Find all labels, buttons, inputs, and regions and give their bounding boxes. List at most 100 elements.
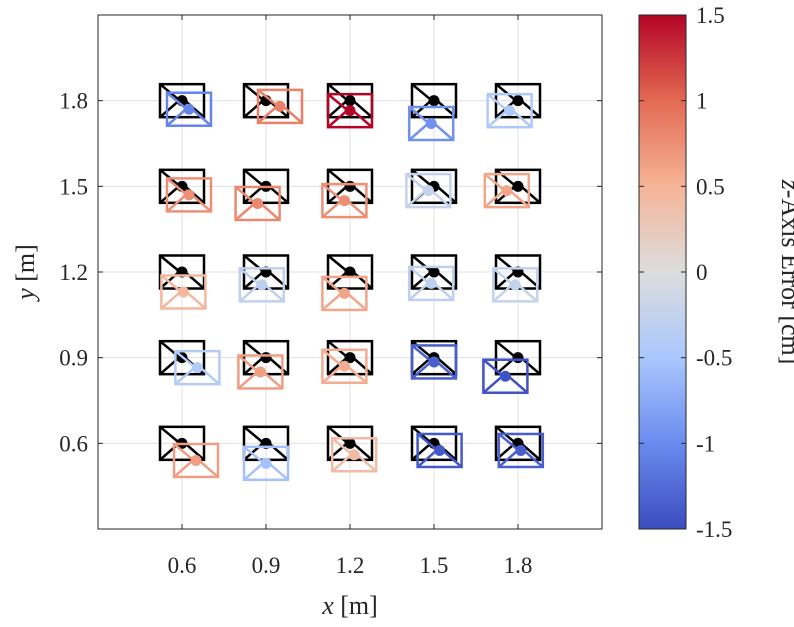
reference-marker-box xyxy=(494,168,542,205)
estimated-marker-box xyxy=(326,92,374,129)
estimated-marker-dot xyxy=(338,195,350,207)
estimated-marker-box xyxy=(416,432,463,469)
estimated-marker xyxy=(256,88,304,125)
estimated-marker-dot xyxy=(254,366,266,378)
plot-area: 0.6 0.9 1.2 1.5 1.8 0.6 0.9 1.2 1.5 1.8 xyxy=(59,14,603,578)
estimated-marker-box xyxy=(321,348,368,384)
estimated-marker-box xyxy=(238,267,286,303)
estimated-marker xyxy=(497,432,545,469)
estimated-marker-dot xyxy=(422,185,434,197)
reference-marker-box xyxy=(494,425,542,462)
reference-marker-box xyxy=(158,82,206,119)
data-point-estimate xyxy=(486,92,533,129)
reference-marker xyxy=(494,168,542,205)
y-tick-label: 1.2 xyxy=(59,260,88,285)
data-point-estimate xyxy=(407,265,455,302)
colorbar-ticks: -1.5 -1 -0.5 0 0.5 1 1.5 xyxy=(639,3,732,542)
data-point-estimate xyxy=(482,358,529,394)
reference-marker-dot xyxy=(344,266,356,278)
estimated-marker xyxy=(165,91,213,127)
estimated-marker-box xyxy=(482,358,529,394)
y-tick-label: 0.9 xyxy=(59,346,88,371)
estimated-marker xyxy=(242,445,290,482)
data-point-estimate xyxy=(330,437,378,473)
estimated-marker xyxy=(482,358,529,394)
estimated-marker-dot xyxy=(509,279,521,291)
estimated-marker-box xyxy=(330,437,378,473)
estimated-marker xyxy=(321,182,368,219)
data-point xyxy=(494,168,542,205)
estimated-marker-box xyxy=(497,432,545,469)
data-point-estimate xyxy=(256,88,304,125)
data-point-estimate xyxy=(407,105,455,142)
estimated-marker-box xyxy=(174,349,221,386)
colorbar-tick-label: 0.5 xyxy=(696,174,725,199)
estimated-marker-box xyxy=(407,105,455,142)
x-tick-label: 0.6 xyxy=(168,553,197,578)
reference-marker-box xyxy=(410,168,458,205)
reference-marker-box xyxy=(494,339,542,376)
estimated-marker xyxy=(330,437,378,473)
reference-marker-box xyxy=(158,168,206,205)
reference-marker xyxy=(326,339,374,376)
reference-marker-box xyxy=(158,339,206,376)
colorbar-label: z-Axis Error [cm] xyxy=(776,179,794,365)
reference-marker-box xyxy=(410,254,458,290)
reference-marker-dot xyxy=(428,95,440,107)
data-point-estimate xyxy=(160,274,207,310)
data-point-estimate xyxy=(405,172,452,209)
estimated-marker-box xyxy=(165,177,213,213)
estimated-marker xyxy=(410,344,458,380)
estimated-marker xyxy=(238,267,286,303)
estimated-marker-box xyxy=(165,91,213,127)
estimated-marker-box xyxy=(237,354,284,390)
colorbar: -1.5 -1 -0.5 0 0.5 1 1.5 xyxy=(638,3,732,542)
estimated-marker-dot xyxy=(338,360,350,372)
reference-marker-box xyxy=(410,425,458,462)
estimated-marker-dot xyxy=(348,449,360,461)
estimated-marker-box xyxy=(491,267,539,303)
data-point-estimate xyxy=(242,445,290,482)
estimated-marker-box xyxy=(407,265,455,302)
estimated-marker xyxy=(160,274,207,310)
data-point-estimate xyxy=(491,267,539,303)
estimated-marker xyxy=(405,172,452,209)
y-axis-label: y [m] xyxy=(11,244,40,303)
estimated-marker-dot xyxy=(499,370,511,382)
estimated-marker-box xyxy=(486,92,533,129)
estimated-marker-dot xyxy=(425,118,437,130)
estimated-marker-dot xyxy=(344,105,356,117)
estimated-marker xyxy=(416,432,463,469)
data-point xyxy=(326,339,374,376)
reference-marker-dot xyxy=(512,95,524,107)
data-point-estimate xyxy=(497,432,545,469)
estimated-marker xyxy=(174,349,221,386)
reference-marker-dot xyxy=(344,352,356,364)
estimated-marker-dot xyxy=(515,444,527,456)
estimated-marker-dot xyxy=(434,444,446,456)
x-tick-label: 1.2 xyxy=(336,553,365,578)
reference-marker-dot xyxy=(344,437,356,449)
reference-marker-box xyxy=(326,425,374,462)
reference-marker xyxy=(410,82,458,119)
estimated-marker-dot xyxy=(274,100,286,112)
data-point-estimate xyxy=(416,432,463,469)
estimated-marker-box xyxy=(256,88,304,125)
estimated-marker-box xyxy=(405,172,452,209)
x-tick-label: 0.9 xyxy=(252,553,281,578)
data-point xyxy=(158,168,206,205)
data-point xyxy=(326,254,374,290)
estimated-marker xyxy=(321,348,368,384)
data-point-estimate xyxy=(172,442,220,479)
x-axis-label: x [m] xyxy=(321,591,378,620)
estimated-marker xyxy=(172,442,220,479)
data-point-estimate xyxy=(483,172,531,209)
reference-marker xyxy=(158,254,206,290)
data-point-estimate xyxy=(237,354,284,390)
estimated-marker-dot xyxy=(260,457,272,469)
reference-marker-dot xyxy=(344,180,356,192)
estimated-marker xyxy=(486,92,533,129)
colorbar-tick-label: -1 xyxy=(696,431,715,456)
data-point xyxy=(410,254,458,290)
y-tick-label: 0.6 xyxy=(59,431,88,456)
